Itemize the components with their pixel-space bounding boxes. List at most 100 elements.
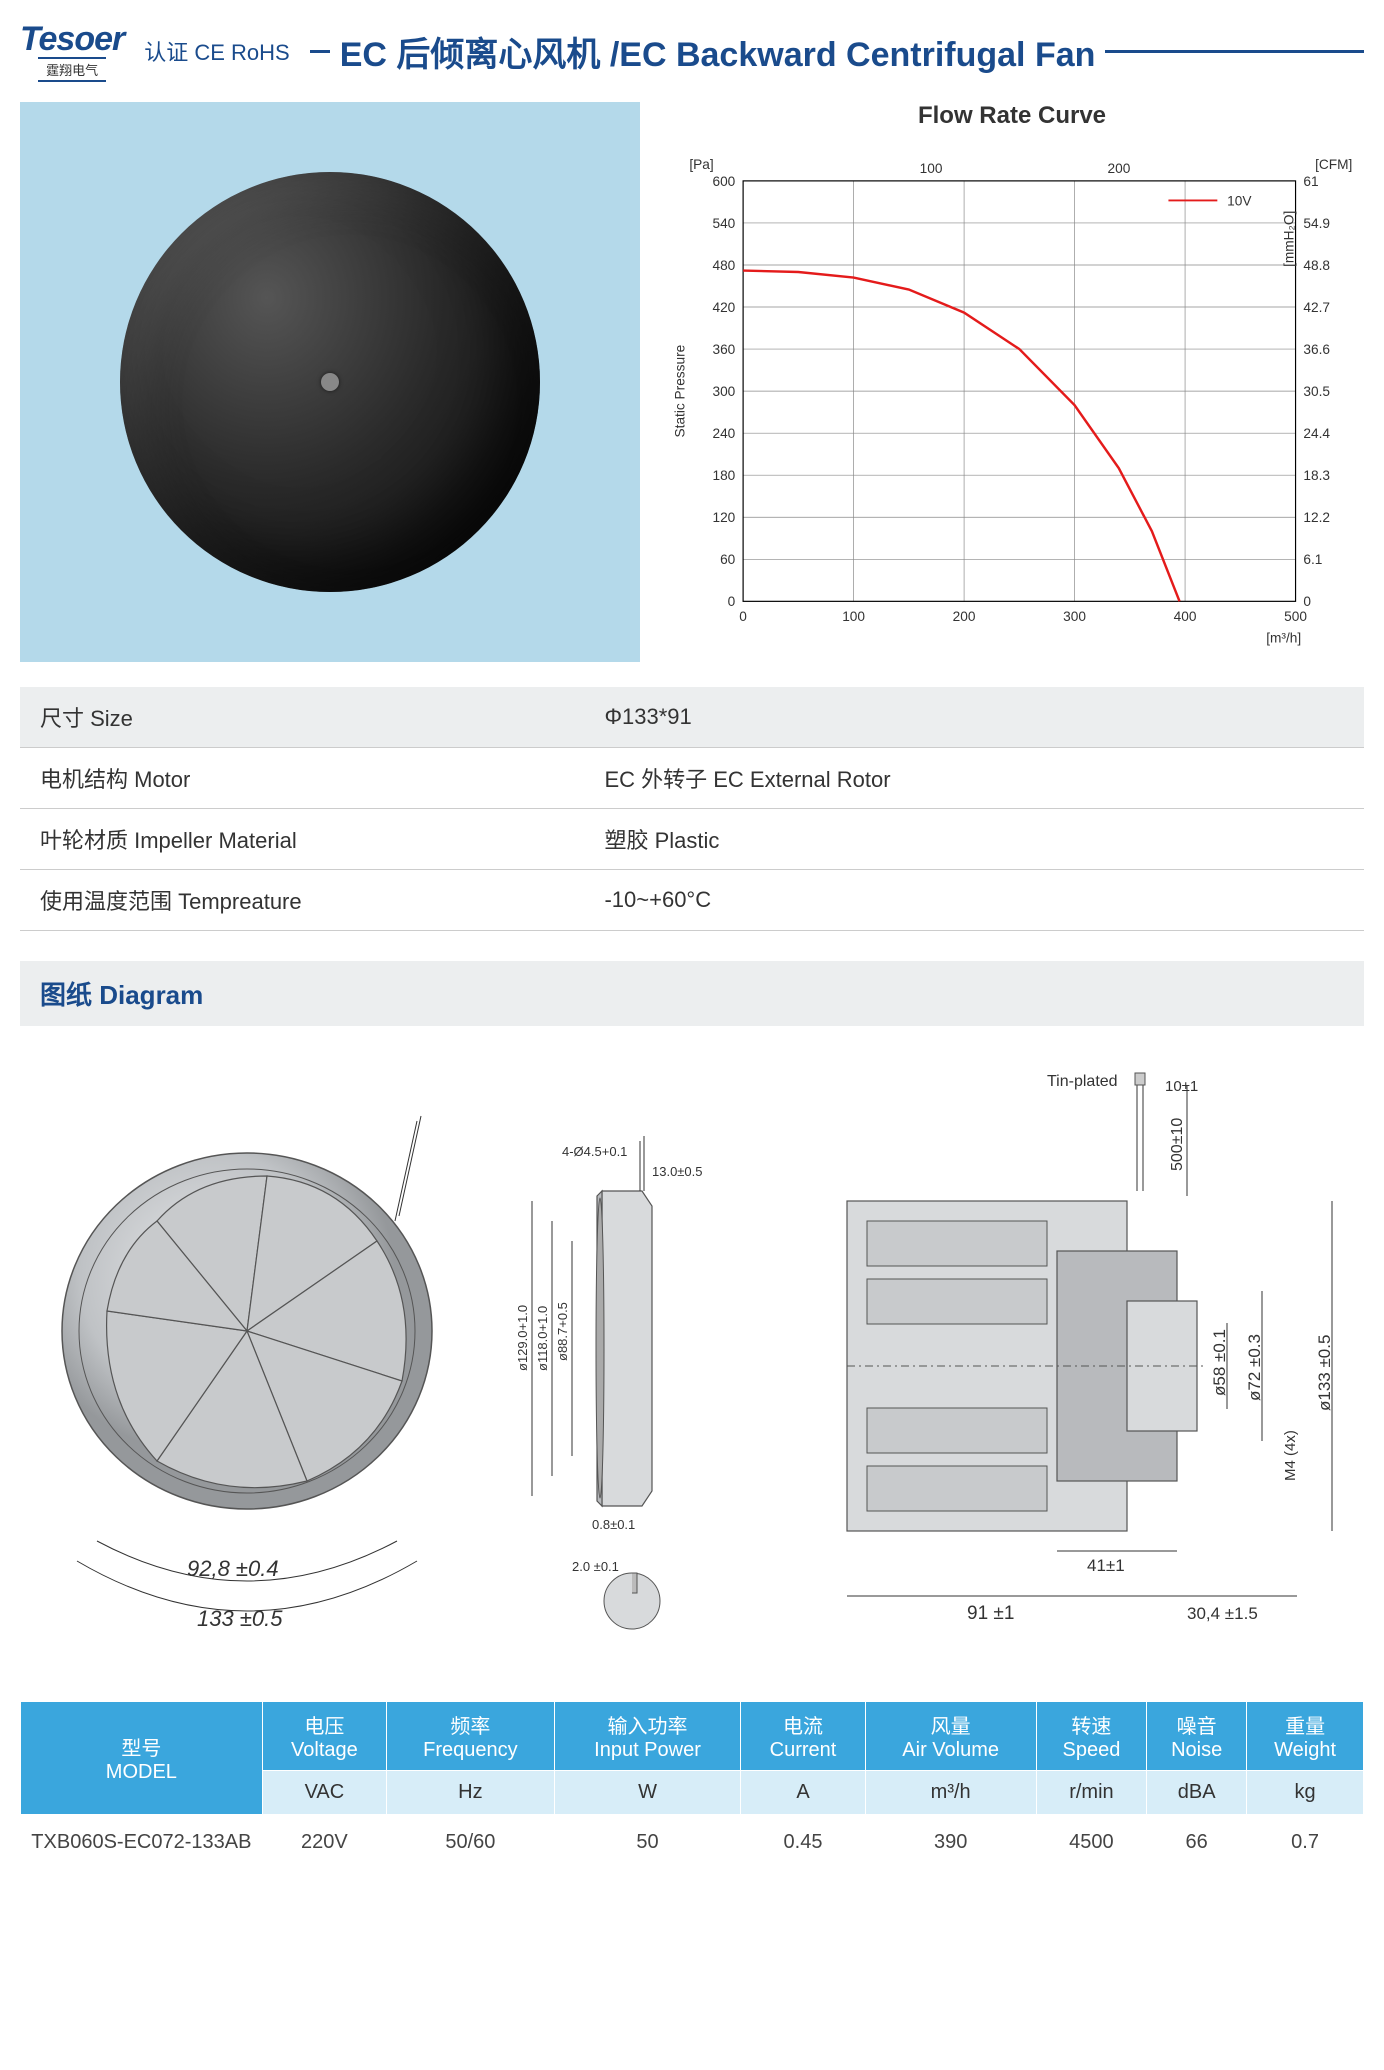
svg-text:360: 360 [712, 342, 735, 357]
spec-value: Φ133*91 [584, 687, 1364, 748]
model-header: 频率Frequency [387, 1702, 555, 1771]
spec-value: 塑胶 Plastic [584, 809, 1364, 870]
spec-table: 尺寸 Size Φ133*91电机结构 Motor EC 外转子 EC Exte… [20, 687, 1364, 931]
svg-text:0: 0 [1303, 594, 1311, 609]
svg-text:100: 100 [920, 161, 943, 176]
model-header: 噪音Noise [1147, 1702, 1247, 1771]
model-unit: dBA [1147, 1771, 1247, 1815]
svg-text:600: 600 [712, 174, 735, 189]
model-cell: 50 [554, 1815, 741, 1871]
dim-side-d3: ø129.0+1.0 [515, 1305, 530, 1371]
spec-label: 叶轮材质 Impeller Material [20, 809, 584, 870]
model-cell: 0.45 [741, 1815, 865, 1871]
brand-logo: Tesoer 霆翔电气 [20, 20, 124, 82]
dim-tin: Tin-plated [1047, 1073, 1118, 1090]
dim-back-flange: 30,4 ±1.5 [1187, 1604, 1258, 1623]
model-unit: W [554, 1771, 741, 1815]
diagram-header: 图纸 Diagram [20, 961, 1364, 1026]
svg-text:42.7: 42.7 [1303, 300, 1330, 315]
dim-side-d1: ø88.7+0.5 [555, 1302, 570, 1361]
svg-text:18.3: 18.3 [1303, 468, 1330, 483]
model-cell: 220V [262, 1815, 386, 1871]
chart-title: Flow Rate Curve [660, 102, 1364, 130]
svg-text:48.8: 48.8 [1303, 258, 1330, 273]
dim-back-d3: ø133 ±0.5 [1315, 1335, 1334, 1411]
dim-side-hole: 4-Ø4.5+0.1 [562, 1144, 627, 1159]
svg-text:[mmH₂O]: [mmH₂O] [1282, 211, 1297, 267]
page-title: EC 后倾离心风机 /EC Backward Centrifugal Fan [340, 27, 1096, 76]
product-photo-box [20, 102, 640, 662]
spec-label: 使用温度范围 Tempreature [20, 870, 584, 931]
svg-text:100: 100 [842, 609, 865, 624]
model-unit: A [741, 1771, 865, 1815]
brand-name: Tesoer [20, 20, 124, 59]
dim-back-m: M4 (4x) [1282, 1430, 1299, 1481]
dim-detail-t: 2.0 ±0.1 [572, 1559, 619, 1574]
flow-chart: Flow Rate Curve 010020030040050000606.11… [660, 102, 1364, 662]
product-photo [120, 172, 540, 592]
spec-label: 尺寸 Size [20, 687, 584, 748]
model-header: 风量Air Volume [865, 1702, 1036, 1771]
dim-back-d1: ø58 ±0.1 [1210, 1329, 1229, 1396]
svg-text:240: 240 [712, 426, 735, 441]
svg-text:0: 0 [739, 609, 747, 624]
svg-text:[CFM]: [CFM] [1315, 157, 1352, 172]
brand-sub: 霆翔电气 [38, 57, 106, 82]
svg-text:36.6: 36.6 [1303, 342, 1330, 357]
title-decor [310, 50, 330, 53]
svg-text:Static Pressure: Static Pressure [672, 345, 687, 438]
diagram-rear: Tin-plated 10±1 500±10 ø58 ±0.1 ø72 ±0.3… [787, 1051, 1347, 1671]
dim-front-w: 133 ±0.5 [197, 1606, 283, 1631]
svg-text:[Pa]: [Pa] [689, 157, 713, 172]
dim-side-rim: 13.0±0.5 [652, 1164, 703, 1179]
svg-text:200: 200 [953, 609, 976, 624]
model-unit: kg [1247, 1771, 1364, 1815]
svg-text:[m³/h]: [m³/h] [1266, 630, 1301, 645]
svg-text:61: 61 [1303, 174, 1318, 189]
model-cell: TXB060S-EC072-133AB [21, 1815, 263, 1871]
svg-text:10V: 10V [1227, 193, 1252, 208]
model-cell: 0.7 [1247, 1815, 1364, 1871]
svg-text:54.9: 54.9 [1303, 216, 1330, 231]
model-unit: Hz [387, 1771, 555, 1815]
svg-text:0: 0 [728, 594, 736, 609]
diagram-side: 4-Ø4.5+0.1 13.0±0.5 ø88.7+0.5 ø118.0+1.0… [502, 1081, 742, 1641]
hero-section: Flow Rate Curve 010020030040050000606.11… [20, 102, 1364, 662]
svg-text:60: 60 [720, 552, 736, 567]
diagram-front: 92,8 ±0.4 133 ±0.5 [37, 1081, 457, 1641]
model-header: 输入功率Input Power [554, 1702, 741, 1771]
model-unit: VAC [262, 1771, 386, 1815]
dim-back-depth: 41±1 [1087, 1556, 1125, 1575]
svg-text:300: 300 [712, 384, 735, 399]
svg-text:500: 500 [1284, 609, 1307, 624]
title-decor [1105, 50, 1364, 53]
spec-label: 电机结构 Motor [20, 748, 584, 809]
dim-back-d2: ø72 ±0.3 [1245, 1334, 1264, 1401]
model-header: 电压Voltage [262, 1702, 386, 1771]
title-bar: EC 后倾离心风机 /EC Backward Centrifugal Fan [310, 27, 1364, 76]
dim-back-total: 91 ±1 [967, 1603, 1014, 1624]
dim-cable-tip: 10±1 [1165, 1078, 1198, 1095]
certification: 认证 CE RoHS [144, 35, 289, 67]
model-header: 转速Speed [1036, 1702, 1146, 1771]
model-table: 型号MODEL电压Voltage频率Frequency输入功率Input Pow… [20, 1701, 1364, 1870]
dim-side-thk: 0.8±0.1 [592, 1517, 635, 1532]
chart-svg: 010020030040050000606.112012.218018.3240… [660, 136, 1364, 656]
svg-text:24.4: 24.4 [1303, 426, 1330, 441]
svg-text:300: 300 [1063, 609, 1086, 624]
dim-side-d2: ø118.0+1.0 [535, 1306, 550, 1371]
svg-text:200: 200 [1108, 161, 1131, 176]
svg-text:480: 480 [712, 258, 735, 273]
svg-text:120: 120 [712, 510, 735, 525]
model-header: 重量Weight [1247, 1702, 1364, 1771]
model-header: 型号MODEL [21, 1702, 263, 1815]
diagram-area: 92,8 ±0.4 133 ±0.5 4-Ø4.5+0.1 13.0±0.5 ø… [20, 1051, 1364, 1671]
table-row: TXB060S-EC072-133AB220V50/60500.45390450… [21, 1815, 1364, 1871]
model-cell: 66 [1147, 1815, 1247, 1871]
svg-text:180: 180 [712, 468, 735, 483]
svg-text:30.5: 30.5 [1303, 384, 1330, 399]
model-unit: m³/h [865, 1771, 1036, 1815]
svg-text:400: 400 [1174, 609, 1197, 624]
spec-value: EC 外转子 EC External Rotor [584, 748, 1364, 809]
model-cell: 390 [865, 1815, 1036, 1871]
